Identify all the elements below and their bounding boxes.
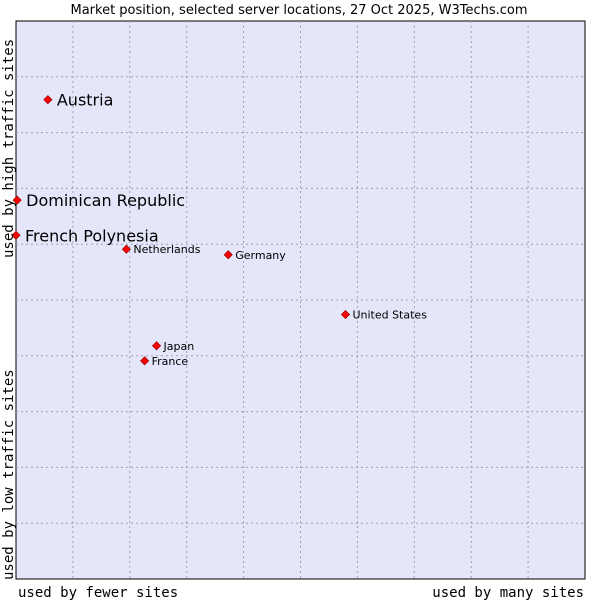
data-points xyxy=(11,95,351,366)
point-united-states[interactable] xyxy=(340,309,351,320)
label-japan: Japan xyxy=(163,340,195,353)
label-french-polynesia: French Polynesia xyxy=(25,226,159,245)
label-france: France xyxy=(152,355,189,368)
grid-lines xyxy=(16,21,585,579)
point-austria[interactable] xyxy=(43,95,53,105)
label-austria: Austria xyxy=(57,91,114,110)
point-germany[interactable] xyxy=(223,250,233,260)
label-netherlands: Netherlands xyxy=(133,243,200,256)
y-axis-label-low: used by low traffic sites xyxy=(1,369,17,580)
point-france[interactable] xyxy=(140,356,150,366)
label-united-states: United States xyxy=(352,309,427,322)
y-axis-label-high: used by high traffic sites xyxy=(1,39,17,258)
x-axis-label-low: used by fewer sites xyxy=(18,585,178,600)
chart-title: Market position, selected server locatio… xyxy=(70,3,527,18)
point-french-polynesia[interactable] xyxy=(11,230,21,240)
label-germany: Germany xyxy=(235,249,286,262)
x-axis-label-high: used by many sites xyxy=(432,585,584,600)
point-dominican-republic[interactable] xyxy=(12,195,22,205)
data-labels: Austria Dominican Republic French Polynesi… xyxy=(25,91,427,368)
label-dominican-republic: Dominican Republic xyxy=(26,191,185,210)
point-netherlands[interactable] xyxy=(121,244,131,254)
point-japan[interactable] xyxy=(151,341,162,351)
